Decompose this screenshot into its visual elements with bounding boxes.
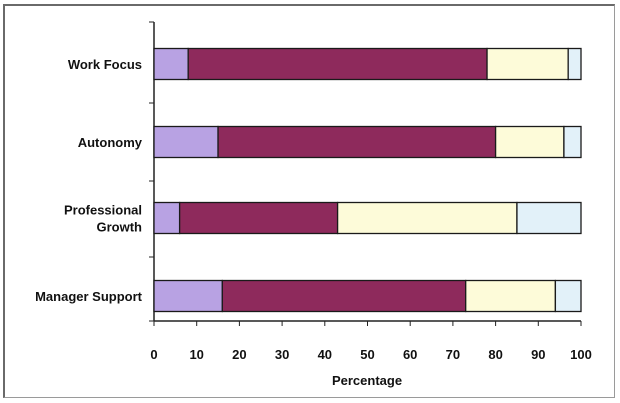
x-tick-label: 60 [403,347,417,362]
labels-layer: 0 10 20 30 40 50 60 70 80 90 100 Work Focus Autonomy… [35,57,592,362]
x-tick-label: 40 [318,347,332,362]
bar-segment [567,47,582,81]
bar-segment [178,201,339,235]
bar-segment [563,125,582,159]
bar-segment [336,201,518,235]
x-tick-label: 20 [232,347,246,362]
x-tick-label: 10 [189,347,203,362]
bar-segment [486,47,569,81]
bar-segment [554,279,582,313]
x-tick-label: 30 [275,347,289,362]
bar-segment [153,125,219,159]
bar-segment [217,125,497,159]
bar-segment [153,279,223,313]
bar-segment [221,279,467,313]
bar-segment [465,279,557,313]
bar-segment [516,201,582,235]
category-label: Work Focus [68,57,142,72]
bar-segment [494,125,565,159]
x-tick-label: 80 [488,347,502,362]
x-axis-title: Percentage [332,373,402,388]
bar-segment [153,201,181,235]
x-tick-label: 70 [446,347,460,362]
x-tick-label: 90 [531,347,545,362]
x-tick-label: 50 [360,347,374,362]
category-label: Manager Support [35,289,143,304]
bars-layer [153,47,582,313]
category-label: Growth [97,220,143,235]
x-tick-label: 0 [150,347,157,362]
bar-segment [153,47,189,81]
bar-segment [187,47,488,81]
category-label: Professional [64,203,142,218]
x-tick-label: 100 [570,347,592,362]
category-label: Autonomy [78,135,143,150]
